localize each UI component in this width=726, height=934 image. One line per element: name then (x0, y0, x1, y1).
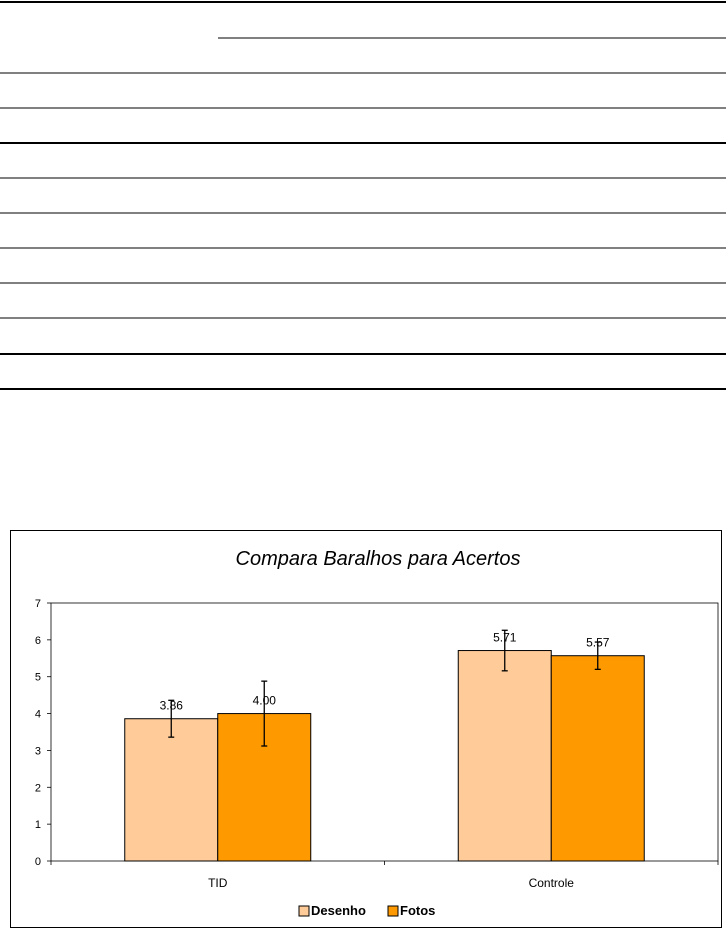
y-tick-label: 5 (35, 672, 41, 684)
y-tick-label: 0 (35, 856, 41, 868)
bar (124, 718, 219, 862)
error-bars (168, 629, 601, 747)
bars (124, 650, 645, 862)
value-labels: 3.86 4.00 5.71 5.57 (160, 631, 610, 713)
y-tick-label: 6 (35, 635, 41, 647)
x-axis: TID Controle (50, 861, 719, 890)
bar (457, 650, 552, 862)
legend: Desenho Fotos (298, 903, 435, 918)
legend-swatch (298, 905, 310, 917)
y-tick-label: 3 (35, 745, 41, 757)
x-tick-label: Controle (529, 876, 575, 890)
y-tick-label: 7 (35, 598, 41, 610)
y-tick-label: 2 (35, 782, 41, 794)
bar-chart: Compara Baralhos para Acertos 0 1 2 3 4 5 6 7 3… (35, 548, 719, 918)
chart-container: Compara Baralhos para Acertos 0 1 2 3 4 5 6 7 3… (10, 530, 722, 928)
value-label: 4.00 (253, 694, 277, 708)
value-label: 5.57 (586, 636, 610, 650)
chart-title: Compara Baralhos para Acertos (236, 548, 521, 570)
y-tick-label: 4 (35, 709, 41, 721)
y-axis: 0 1 2 3 4 5 6 7 (35, 598, 51, 868)
legend-swatch (387, 905, 399, 917)
legend-label: Desenho (311, 903, 366, 918)
value-label: 3.86 (160, 699, 184, 713)
x-tick-label: TID (208, 876, 228, 890)
y-tick-label: 1 (35, 819, 41, 831)
legend-label: Fotos (400, 903, 435, 918)
value-label: 5.71 (493, 631, 517, 645)
table-rules (0, 1, 726, 390)
bar (550, 655, 645, 862)
